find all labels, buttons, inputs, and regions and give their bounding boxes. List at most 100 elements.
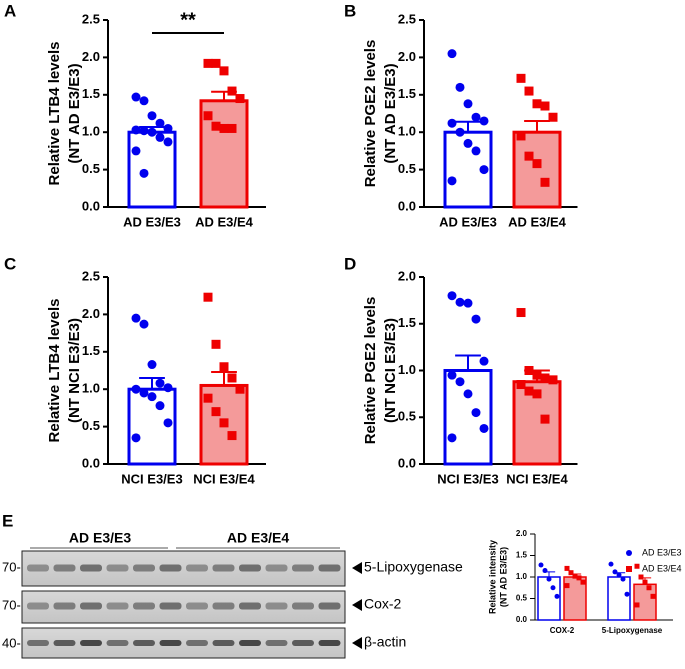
data-point — [516, 308, 526, 318]
data-point — [540, 373, 550, 383]
y-axis-label: (NT AD E3/E3) — [498, 547, 508, 607]
group-label: AD E3/E3 — [69, 530, 131, 546]
data-point — [131, 433, 141, 443]
data-point — [227, 123, 237, 133]
y-axis-label: (NT NCI E3/E3) — [66, 318, 83, 423]
y-tick-label: 2.0 — [398, 268, 416, 283]
data-point — [235, 94, 245, 104]
data-point — [550, 585, 556, 591]
bar — [607, 576, 631, 621]
data-point — [455, 82, 465, 92]
data-point — [634, 563, 640, 569]
legend-label: AD E3/E4 — [642, 563, 682, 573]
data-point — [139, 319, 149, 329]
y-tick-label: 0.5 — [82, 161, 100, 176]
data-point — [576, 575, 582, 581]
y-axis-label: (NT NCI E3/E3) — [382, 318, 399, 423]
y-tick-label: 1.0 — [398, 362, 416, 377]
data-point — [139, 168, 149, 178]
blot-band — [159, 564, 182, 572]
data-point — [532, 159, 542, 169]
y-axis-label: (NT AD E3/E3) — [382, 63, 399, 163]
data-point — [463, 389, 473, 399]
data-point — [211, 121, 221, 131]
data-point — [532, 389, 542, 399]
data-point — [479, 165, 489, 175]
y-tick-label: 0.0 — [398, 455, 416, 470]
data-point — [235, 384, 245, 394]
data-point — [624, 591, 630, 597]
band-label: β-actin — [364, 634, 406, 650]
y-tick-label: 1.5 — [516, 551, 528, 560]
data-point — [147, 392, 157, 402]
x-tick-label: AD E3/E4 — [195, 214, 254, 229]
blot-band — [239, 640, 261, 646]
y-tick-label: 0.0 — [516, 615, 528, 624]
x-tick-label: COX-2 — [550, 626, 575, 635]
blot-band — [186, 602, 208, 610]
blot-band — [239, 602, 261, 610]
error-bar — [455, 120, 481, 133]
blot-band — [186, 564, 208, 572]
blot-band — [27, 640, 49, 646]
y-axis-label: Relative LTB4 levels — [46, 299, 63, 443]
x-tick-label: 5-Lipoxygenase — [602, 626, 663, 635]
data-point — [155, 401, 165, 411]
data-point — [203, 393, 213, 403]
data-point — [538, 562, 544, 568]
y-axis-label: Relative PGE2 levels — [362, 40, 379, 188]
y-tick-label: 1.5 — [82, 343, 100, 358]
panel-label: C — [4, 254, 16, 273]
data-point — [554, 593, 560, 599]
y-tick-label: 2.0 — [398, 49, 416, 64]
mw-marker: 70- — [2, 559, 21, 574]
data-point — [524, 386, 534, 396]
y-tick-label: 1.0 — [82, 124, 100, 139]
y-tick-label: 2.5 — [82, 268, 100, 283]
data-point — [139, 96, 149, 106]
blot-band — [133, 602, 155, 610]
band-label: 5-Lipoxygenase — [364, 559, 463, 575]
blot-band — [318, 640, 341, 646]
data-point — [227, 86, 237, 96]
y-tick-label: 0.0 — [82, 455, 100, 470]
blot-band — [292, 564, 314, 572]
data-point — [540, 101, 550, 111]
blot-band — [239, 564, 261, 572]
data-point — [542, 568, 548, 574]
error-bar — [455, 354, 481, 371]
data-point — [211, 58, 221, 68]
data-point — [139, 388, 149, 398]
data-point — [447, 433, 457, 443]
x-tick-label: AD E3/E3 — [123, 214, 181, 229]
y-tick-label: 1.0 — [82, 381, 100, 396]
y-axis-label: Relative PGE2 levels — [362, 297, 379, 445]
data-point — [463, 99, 473, 109]
data-point — [203, 58, 213, 68]
data-point — [155, 378, 165, 388]
bar — [512, 130, 562, 209]
x-tick-label: NCI E3/E4 — [506, 471, 568, 486]
bar — [443, 369, 493, 466]
y-tick-label: 0.0 — [398, 198, 416, 213]
x-tick-label: AD E3/E3 — [439, 214, 497, 229]
data-point — [646, 585, 652, 591]
blot-band — [27, 564, 49, 572]
x-tick-label: NCI E3/E3 — [121, 471, 182, 486]
data-point — [147, 127, 157, 137]
data-point — [564, 583, 570, 589]
mw-marker: 70- — [2, 597, 21, 612]
data-point — [131, 313, 141, 323]
data-point — [612, 569, 618, 575]
data-point — [447, 49, 457, 59]
data-point — [532, 370, 542, 380]
blot-band — [212, 640, 235, 646]
blot-band — [212, 564, 235, 572]
y-axis-label: Relative intensity — [487, 540, 497, 614]
data-point — [455, 297, 465, 307]
data-point — [131, 125, 141, 135]
blot-band — [53, 602, 76, 610]
blot-band — [106, 640, 129, 646]
group-label: AD E3/E4 — [227, 530, 289, 546]
